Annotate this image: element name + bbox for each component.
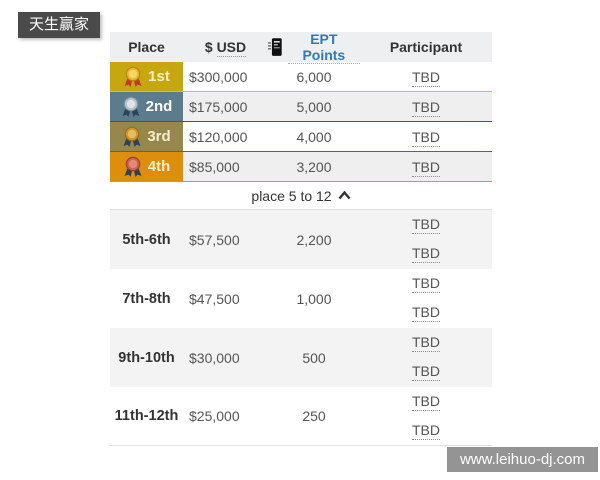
payout-row-1st: 1st $300,000 6,000 TBD bbox=[110, 62, 492, 92]
participant-cell: TBD bbox=[360, 98, 492, 117]
payout-row-5th-6th: 5th-6th $57,500 2,200 TBD TBD bbox=[110, 210, 492, 269]
usd-symbol: $ bbox=[204, 39, 213, 55]
place-cell-3rd: 3rd bbox=[110, 122, 183, 151]
payout-row-7th-8th: 7th-8th $47,500 1,000 TBD TBD bbox=[110, 269, 492, 328]
participant-value: TBD bbox=[412, 98, 440, 117]
usd-abbr[interactable]: USD bbox=[216, 39, 247, 57]
header-usd: $ USD bbox=[183, 39, 268, 57]
participant-cell: TBD bbox=[360, 68, 492, 87]
place-label: 1st bbox=[148, 68, 170, 85]
points-cell: 500 bbox=[302, 349, 326, 366]
participant-value: TBD bbox=[412, 333, 440, 352]
participant-value: TBD bbox=[412, 363, 440, 382]
usd-cell: $57,500 bbox=[189, 231, 240, 248]
place-label: 3rd bbox=[147, 128, 171, 145]
ept-logo-icon bbox=[268, 37, 282, 56]
participant-value: TBD bbox=[412, 158, 440, 177]
payout-row-3rd: 3rd $120,000 4,000 TBD bbox=[110, 122, 492, 152]
participant-value: TBD bbox=[412, 304, 440, 323]
site-badge: 天生赢家 bbox=[18, 12, 101, 38]
points-cell: 4,000 bbox=[296, 128, 332, 145]
toggle-label: place 5 to 12 bbox=[251, 187, 332, 204]
header-participant: Participant bbox=[389, 39, 463, 55]
site-watermark: www.leihuo-dj.com bbox=[446, 447, 598, 472]
place-cell-4th: 4th bbox=[110, 152, 183, 181]
points-cell: 3,200 bbox=[296, 158, 332, 175]
participant-cell: TBD bbox=[360, 128, 492, 147]
place-cell-1st: 1st bbox=[110, 62, 183, 91]
participant-value: TBD bbox=[412, 128, 440, 147]
points-cell: 250 bbox=[302, 408, 326, 424]
payout-row-4th: 4th $85,000 3,200 TBD bbox=[110, 152, 492, 182]
participant-line: TBD bbox=[360, 416, 492, 445]
place-cell: 9th-10th bbox=[118, 349, 175, 366]
participant-line: TBD bbox=[360, 328, 492, 358]
participant-cell: TBD TBD bbox=[360, 210, 492, 269]
participant-value: TBD bbox=[412, 245, 440, 264]
place-label: 2nd bbox=[145, 98, 173, 115]
usd-cell: $300,000 bbox=[189, 68, 248, 85]
participant-cell: TBD bbox=[360, 158, 492, 177]
points-cell: 1,000 bbox=[296, 290, 332, 307]
participant-cell: TBD TBD bbox=[360, 269, 492, 328]
participant-line: TBD bbox=[360, 358, 492, 388]
participant-value: TBD bbox=[412, 392, 440, 411]
participant-value: TBD bbox=[412, 421, 440, 440]
participant-value: TBD bbox=[412, 215, 440, 234]
participant-line: TBD bbox=[360, 240, 492, 270]
participant-line: TBD bbox=[360, 269, 492, 299]
participant-cell: TBD TBD bbox=[360, 387, 492, 445]
ept-points-link[interactable]: EPT Points bbox=[287, 31, 360, 64]
participant-line: TBD bbox=[360, 210, 492, 240]
points-cell: 6,000 bbox=[296, 68, 332, 85]
points-cell: 2,200 bbox=[296, 231, 332, 248]
silver-medal-icon bbox=[122, 96, 140, 117]
table-header-row: Place $ USD EPT Points Participant bbox=[110, 31, 492, 64]
payout-row-2nd: 2nd $175,000 5,000 TBD bbox=[110, 92, 492, 122]
participant-cell: TBD TBD bbox=[360, 328, 492, 387]
usd-cell: $30,000 bbox=[189, 349, 240, 366]
usd-cell: $85,000 bbox=[189, 158, 240, 175]
place-cell: 11th-12th bbox=[114, 408, 179, 424]
payout-row-11th-12th: 11th-12th $25,000 250 TBD TBD bbox=[110, 387, 492, 446]
usd-cell: $25,000 bbox=[189, 408, 240, 424]
participant-line: TBD bbox=[360, 387, 492, 416]
collapse-toggle-place-5-to-12[interactable]: place 5 to 12 bbox=[110, 182, 492, 210]
red-medal-icon bbox=[124, 156, 142, 177]
gold-medal-icon bbox=[124, 66, 142, 87]
usd-cell: $47,500 bbox=[189, 290, 240, 307]
points-cell: 5,000 bbox=[296, 98, 332, 115]
participant-value: TBD bbox=[412, 68, 440, 87]
participant-value: TBD bbox=[412, 274, 440, 293]
usd-cell: $120,000 bbox=[189, 128, 248, 145]
header-ept-points: EPT Points bbox=[268, 31, 360, 64]
bronze-medal-icon bbox=[123, 126, 141, 147]
header-place: Place bbox=[128, 39, 165, 55]
place-label: 4th bbox=[147, 158, 171, 175]
usd-cell: $175,000 bbox=[189, 98, 248, 115]
chevron-up-icon bbox=[338, 191, 350, 200]
payout-table: Place $ USD EPT Points Participant bbox=[110, 31, 492, 446]
place-cell-2nd: 2nd bbox=[110, 92, 183, 121]
place-cell: 5th-6th bbox=[122, 231, 171, 248]
place-cell: 7th-8th bbox=[122, 290, 171, 307]
participant-line: TBD bbox=[360, 299, 492, 329]
payout-row-9th-10th: 9th-10th $30,000 500 TBD TBD bbox=[110, 328, 492, 387]
